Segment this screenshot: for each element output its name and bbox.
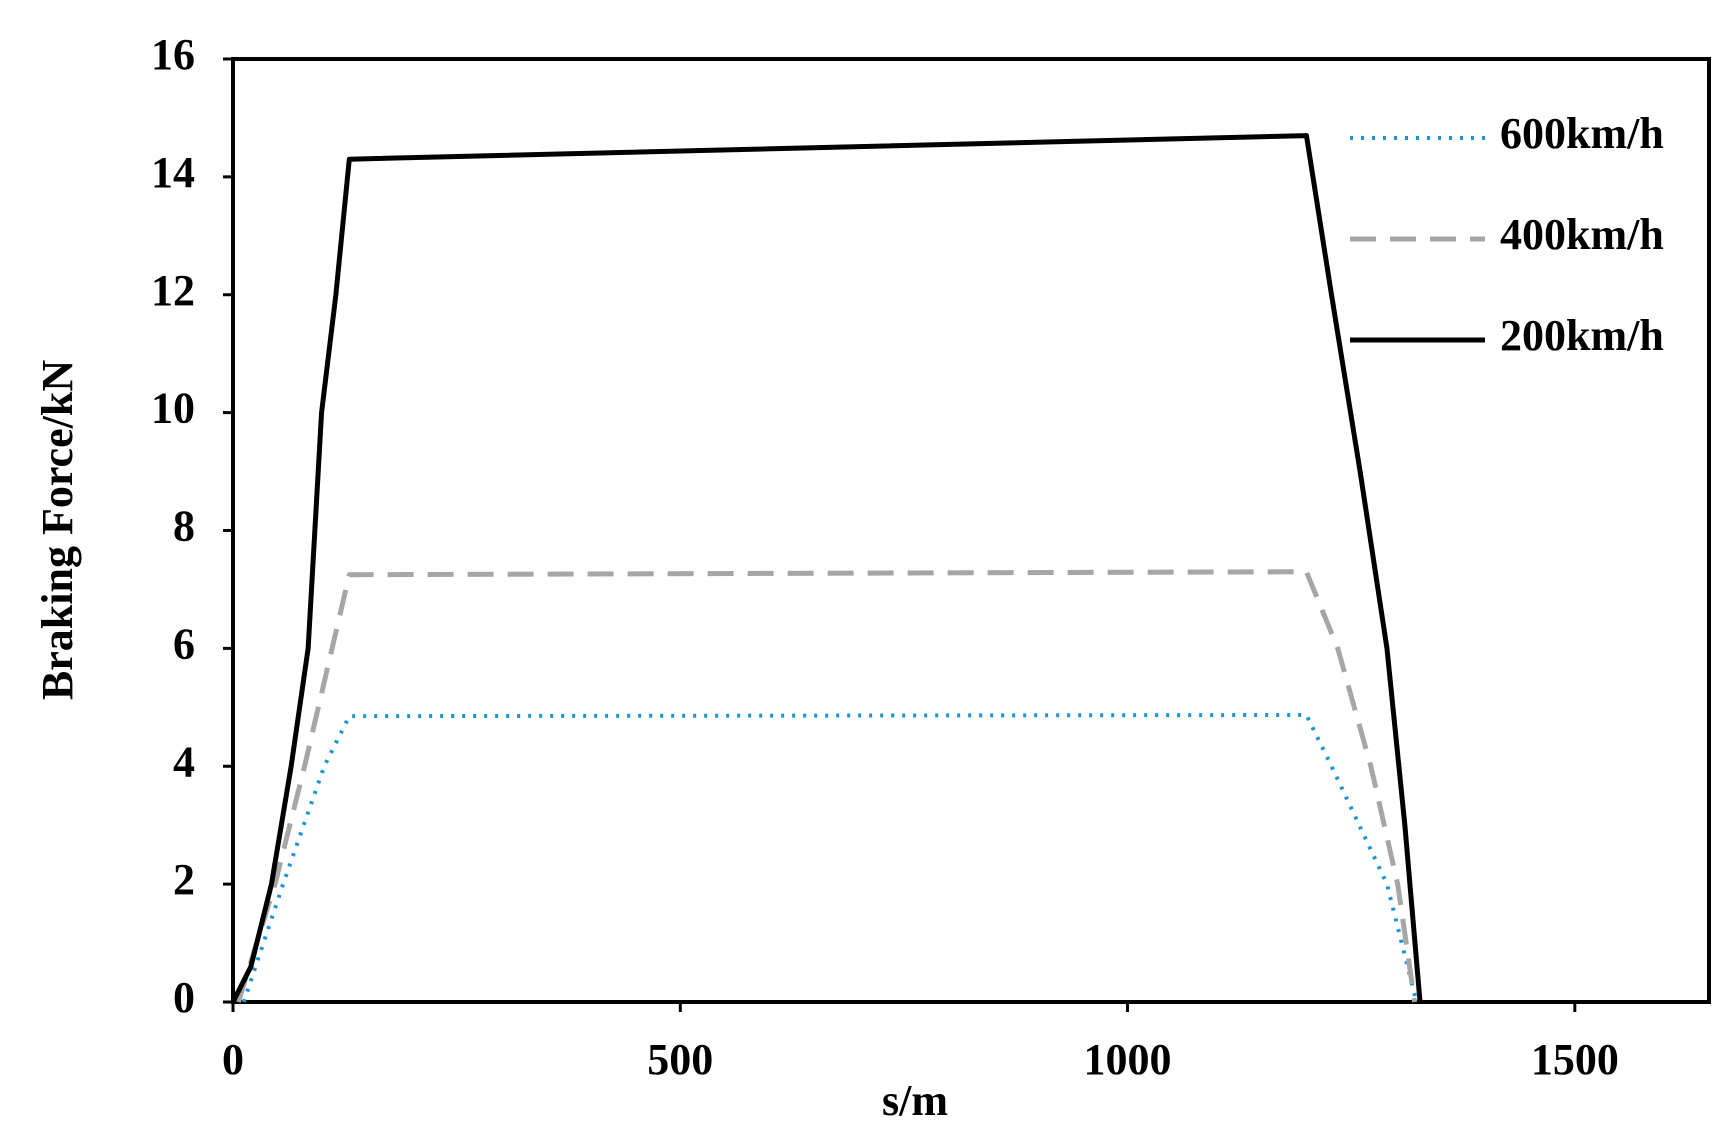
y-tick-label: 14 bbox=[151, 148, 195, 197]
y-tick-label: 12 bbox=[151, 266, 195, 315]
legend-label: 400km/h bbox=[1500, 210, 1664, 259]
x-tick-label: 0 bbox=[222, 1035, 244, 1084]
y-tick-label: 8 bbox=[173, 502, 195, 551]
y-tick-label: 10 bbox=[151, 384, 195, 433]
x-tick-label: 500 bbox=[647, 1035, 713, 1084]
y-tick-label: 6 bbox=[173, 619, 195, 668]
series-line bbox=[241, 712, 1419, 1003]
y-tick-label: 2 bbox=[173, 855, 195, 904]
x-tick-label: 1500 bbox=[1531, 1035, 1619, 1084]
x-axis-label: s/m bbox=[882, 1076, 948, 1125]
x-tick-label: 1000 bbox=[1084, 1035, 1172, 1084]
plot-frame bbox=[231, 57, 1711, 1004]
y-tick-label: 0 bbox=[173, 973, 195, 1022]
y-tick-label: 16 bbox=[151, 30, 195, 79]
series-line bbox=[235, 569, 1418, 1003]
y-axis-label: Braking Force/kN bbox=[33, 360, 82, 700]
legend-label: 600km/h bbox=[1500, 109, 1664, 158]
series-line bbox=[230, 133, 1423, 1004]
y-tick-label: 4 bbox=[173, 737, 195, 786]
legend-label: 200km/h bbox=[1500, 311, 1664, 360]
